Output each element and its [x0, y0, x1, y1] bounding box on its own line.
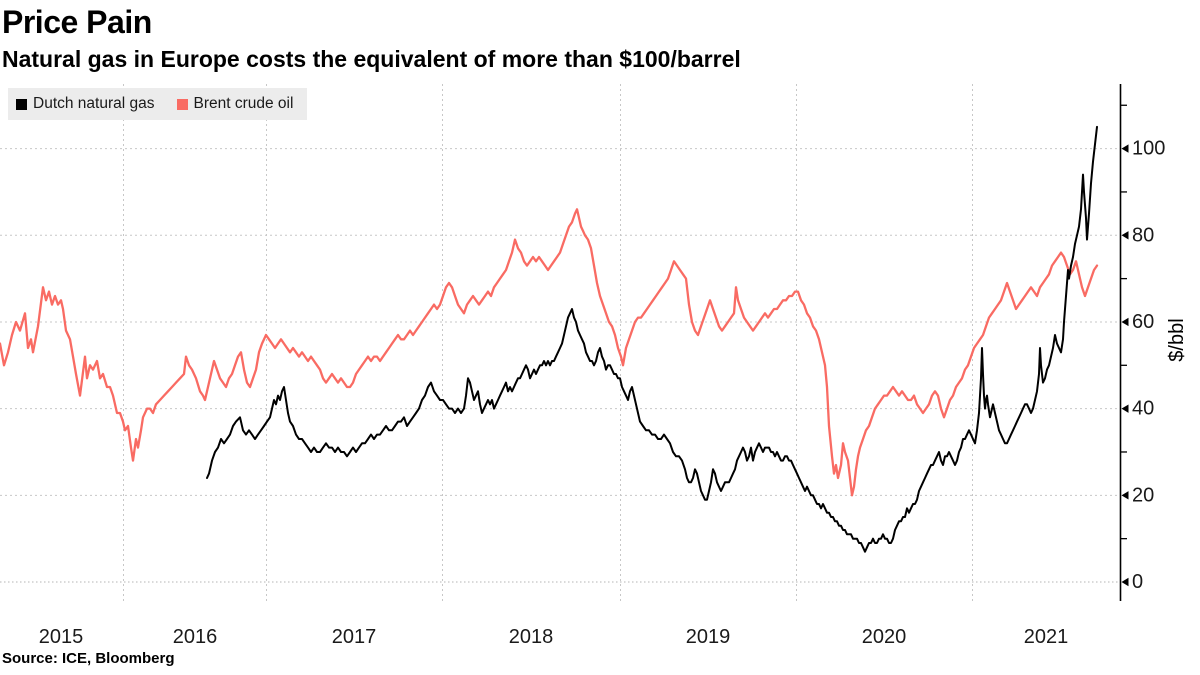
y-tick-label: 40 — [1132, 398, 1154, 420]
y-tick-label: 0 — [1132, 571, 1143, 593]
y-axis-title: $/bbl — [1166, 318, 1188, 361]
x-tick-label: 2017 — [332, 626, 377, 648]
y-tick-marker — [1121, 144, 1129, 153]
y-tick-label: 20 — [1132, 484, 1154, 506]
y-tick-marker — [1121, 491, 1129, 500]
y-tick-label: 80 — [1132, 224, 1154, 246]
brent-swatch-icon — [176, 98, 188, 110]
x-tick-label: 2020 — [862, 626, 907, 648]
y-tick-marker — [1121, 404, 1129, 413]
x-tick-label: 2018 — [509, 626, 554, 648]
x-tick-label: 2019 — [686, 626, 731, 648]
chart-subtitle: Natural gas in Europe costs the equivale… — [2, 46, 741, 72]
source-note: Source: ICE, Bloomberg — [2, 650, 175, 667]
series-line-gas — [206, 125, 1098, 553]
x-tick-label: 2015 — [39, 626, 84, 648]
legend-item-gas: Dutch natural gas — [16, 95, 155, 113]
y-tick-label: 60 — [1132, 311, 1154, 333]
series-line-brent — [0, 208, 1099, 497]
y-tick-marker — [1121, 317, 1129, 327]
legend-item-brent: Brent crude oil — [176, 95, 294, 113]
chart-title: Price Pain — [2, 4, 152, 40]
legend-item-brent-label: Brent crude oil — [193, 95, 294, 112]
y-tick-marker — [1121, 577, 1129, 587]
gas-swatch-icon — [16, 98, 27, 110]
x-tick-label: 2016 — [173, 626, 218, 648]
y-tick-label: 100 — [1132, 138, 1165, 160]
y-tick-marker — [1121, 231, 1129, 240]
x-tick-label: 2021 — [1024, 626, 1069, 648]
legend: Dutch natural gas Brent crude oil — [8, 88, 308, 120]
legend-item-gas-label: Dutch natural gas — [33, 95, 155, 112]
